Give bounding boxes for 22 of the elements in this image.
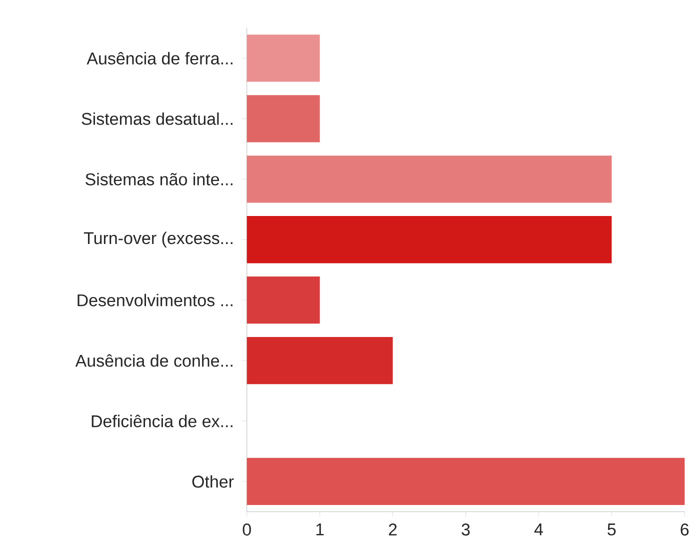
y-tick-label: Sistemas não inte... (86, 173, 232, 186)
y-tick-label: Desenvolvimentos ... (78, 294, 232, 306)
y-tick-label: Turn-over (excess... (84, 232, 232, 248)
y-tick-label: Other (192, 475, 234, 488)
bar (246, 337, 393, 384)
y-tick-label: Ausência de ferra... (86, 52, 232, 65)
y-tick-label: Sistemas desatual... (82, 112, 232, 126)
y-tick-label: Ausência de conhe... (75, 354, 232, 367)
x-tick-label: 5 (608, 524, 616, 536)
x-tick-label: 4 (534, 524, 543, 536)
x-tick-label: 2 (388, 524, 397, 536)
bar (246, 276, 320, 324)
x-tick-label: 6 (680, 524, 689, 536)
x-tick-label: 1 (316, 524, 324, 536)
x-tick-label: 3 (462, 524, 470, 536)
bar (246, 216, 612, 264)
bar (246, 458, 685, 506)
bar (246, 95, 320, 142)
y-tick-label: Deficiência de ex... (92, 414, 232, 428)
bar (246, 156, 612, 203)
bar (246, 34, 320, 82)
x-tick-label: 0 (242, 524, 251, 536)
